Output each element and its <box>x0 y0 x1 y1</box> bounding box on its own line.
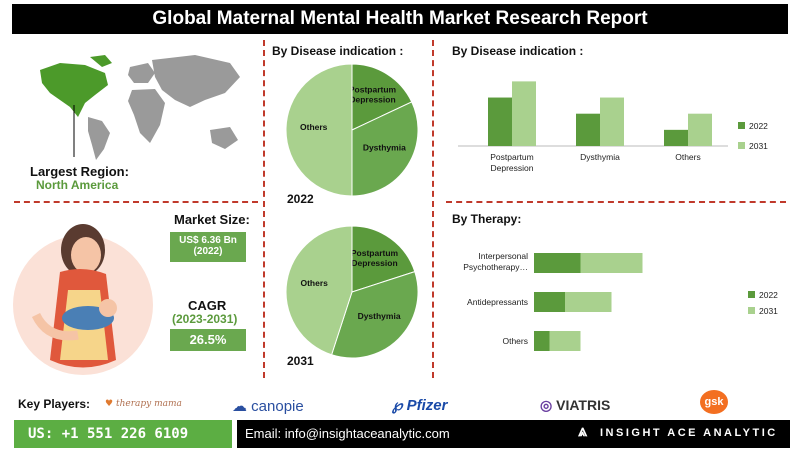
therapy-legend-swatch-2031 <box>748 307 755 314</box>
brand-name: INSIGHT ACE ANALYTIC <box>600 427 778 439</box>
therapy-legend-swatch-2022 <box>748 291 755 298</box>
bar-others-2031 <box>688 113 712 146</box>
pie-slice-postpartum-depression <box>351 225 416 293</box>
pie-label-others: Others <box>300 122 328 132</box>
bar-dysthymia-2022 <box>576 113 600 146</box>
pie-slice-others <box>285 225 353 356</box>
therapy-bar-antidepressants-2022 <box>534 292 565 312</box>
largest-region-value: North America <box>36 178 119 192</box>
therapy-bar-others-2031 <box>549 331 581 351</box>
pie-slice-dysthymia <box>330 270 419 359</box>
mother-baby-illustration <box>13 224 153 375</box>
pie-section-heading: By Disease indication : <box>272 44 404 58</box>
therapy-bar-others-2022 <box>534 331 550 351</box>
page-title: Global Maternal Mental Health Market Res… <box>12 4 788 34</box>
legend-swatch-2031 <box>738 142 745 149</box>
pie-slice-others <box>285 63 353 197</box>
therapy-legend-label-2022: 2022 <box>759 290 778 300</box>
therapy-legend-label-2031: 2031 <box>759 306 778 316</box>
therapy-bar-interpersonal-psychotherapy-2031 <box>580 253 643 273</box>
bar-category-label: Postpartum Depression <box>490 152 534 173</box>
divider-horizontal-left <box>14 201 258 203</box>
bar-section-heading: By Disease indication : <box>452 44 584 58</box>
therapy-bar-chart: Interpersonal Psychotherapy… Antidepressan… <box>463 251 778 351</box>
legend-swatch-2022 <box>738 122 745 129</box>
bar-postpartum-depression-2031 <box>512 81 536 146</box>
pie-label-postpartum-depression: Postpartum Depression <box>351 248 399 268</box>
pie-label-dysthymia: Dysthymia <box>363 143 406 153</box>
therapy-bar-interpersonal-psychotherapy-2022 <box>534 253 581 273</box>
cagr-value: 26.5% <box>170 329 246 351</box>
phone-contact[interactable]: US: +1 551 226 6109 <box>14 420 232 448</box>
pie-label-postpartum-depression: Postpartum Depression <box>349 85 397 105</box>
therapy-category-label: Antidepressants <box>467 297 528 307</box>
cloud-icon: ☁ <box>232 398 247 415</box>
bar-others-2022 <box>664 129 688 146</box>
cagr-label: CAGR <box>188 298 227 313</box>
therapy-category-label: Interpersonal Psychotherapy… <box>463 251 528 272</box>
pie-label-dysthymia: Dysthymia <box>358 311 401 321</box>
disease-bar-chart: Postpartum Depression Dysthymia Others 2022 2… <box>458 81 768 173</box>
therapy-category-label: Others <box>502 336 528 346</box>
player-canopie: ☁ canopie <box>232 398 304 415</box>
player-viatris: ◎ VIATRIS <box>540 397 611 413</box>
market-size-box: US$ 6.36 Bn (2022) <box>170 232 246 262</box>
divider-vertical-right <box>432 40 434 378</box>
largest-region-label: Largest Region: <box>30 164 129 179</box>
pie-slice-dysthymia <box>351 101 419 197</box>
market-size-label: Market Size: <box>174 212 250 227</box>
bar-postpartum-depression-2022 <box>488 97 512 146</box>
player-gsk: gsk <box>700 390 728 414</box>
pie-slice-postpartum-depression <box>351 63 413 131</box>
pie-chart-2031: Postpartum Depression Dysthymia Others <box>285 225 419 359</box>
divider-horizontal-right <box>446 201 786 203</box>
pie-label-others: Others <box>300 278 328 288</box>
therapy-section-heading: By Therapy: <box>452 212 522 226</box>
pie-chart-2022: Postpartum Depression Dysthymia Others <box>285 63 419 197</box>
market-size-year: (2022) <box>193 246 223 257</box>
viatris-logo-icon: ◎ <box>540 397 553 413</box>
north-america-region <box>40 63 108 117</box>
key-players-label: Key Players: <box>18 397 91 411</box>
world-map <box>40 55 240 160</box>
legend-label-2031: 2031 <box>749 141 768 151</box>
pie-year-2022: 2022 <box>287 192 314 206</box>
divider-vertical-left <box>263 40 265 378</box>
market-size-value: US$ 6.36 Bn <box>179 235 237 246</box>
heart-icon: ♥ <box>105 399 114 409</box>
pie-year-2031: 2031 <box>287 354 314 368</box>
bar-dysthymia-2031 <box>600 97 624 146</box>
player-therapy-mama: ♥ therapy mama <box>105 399 182 409</box>
pfizer-logo-icon: ℘ <box>392 397 403 414</box>
brand-bar: ⩓ INSIGHT ACE ANALYTIC <box>560 420 790 448</box>
bar-category-label: Others <box>675 152 701 162</box>
legend-label-2022: 2022 <box>749 121 768 131</box>
player-pfizer: ℘ Pfizer <box>392 397 448 414</box>
therapy-bar-antidepressants-2031 <box>565 292 612 312</box>
bar-category-label: Dysthymia <box>580 152 620 162</box>
email-contact[interactable]: Email: info@insightaceanalytic.com <box>237 420 560 448</box>
cagr-period: (2023-2031) <box>172 312 238 326</box>
brand-logo-icon: ⩓ <box>578 423 588 440</box>
